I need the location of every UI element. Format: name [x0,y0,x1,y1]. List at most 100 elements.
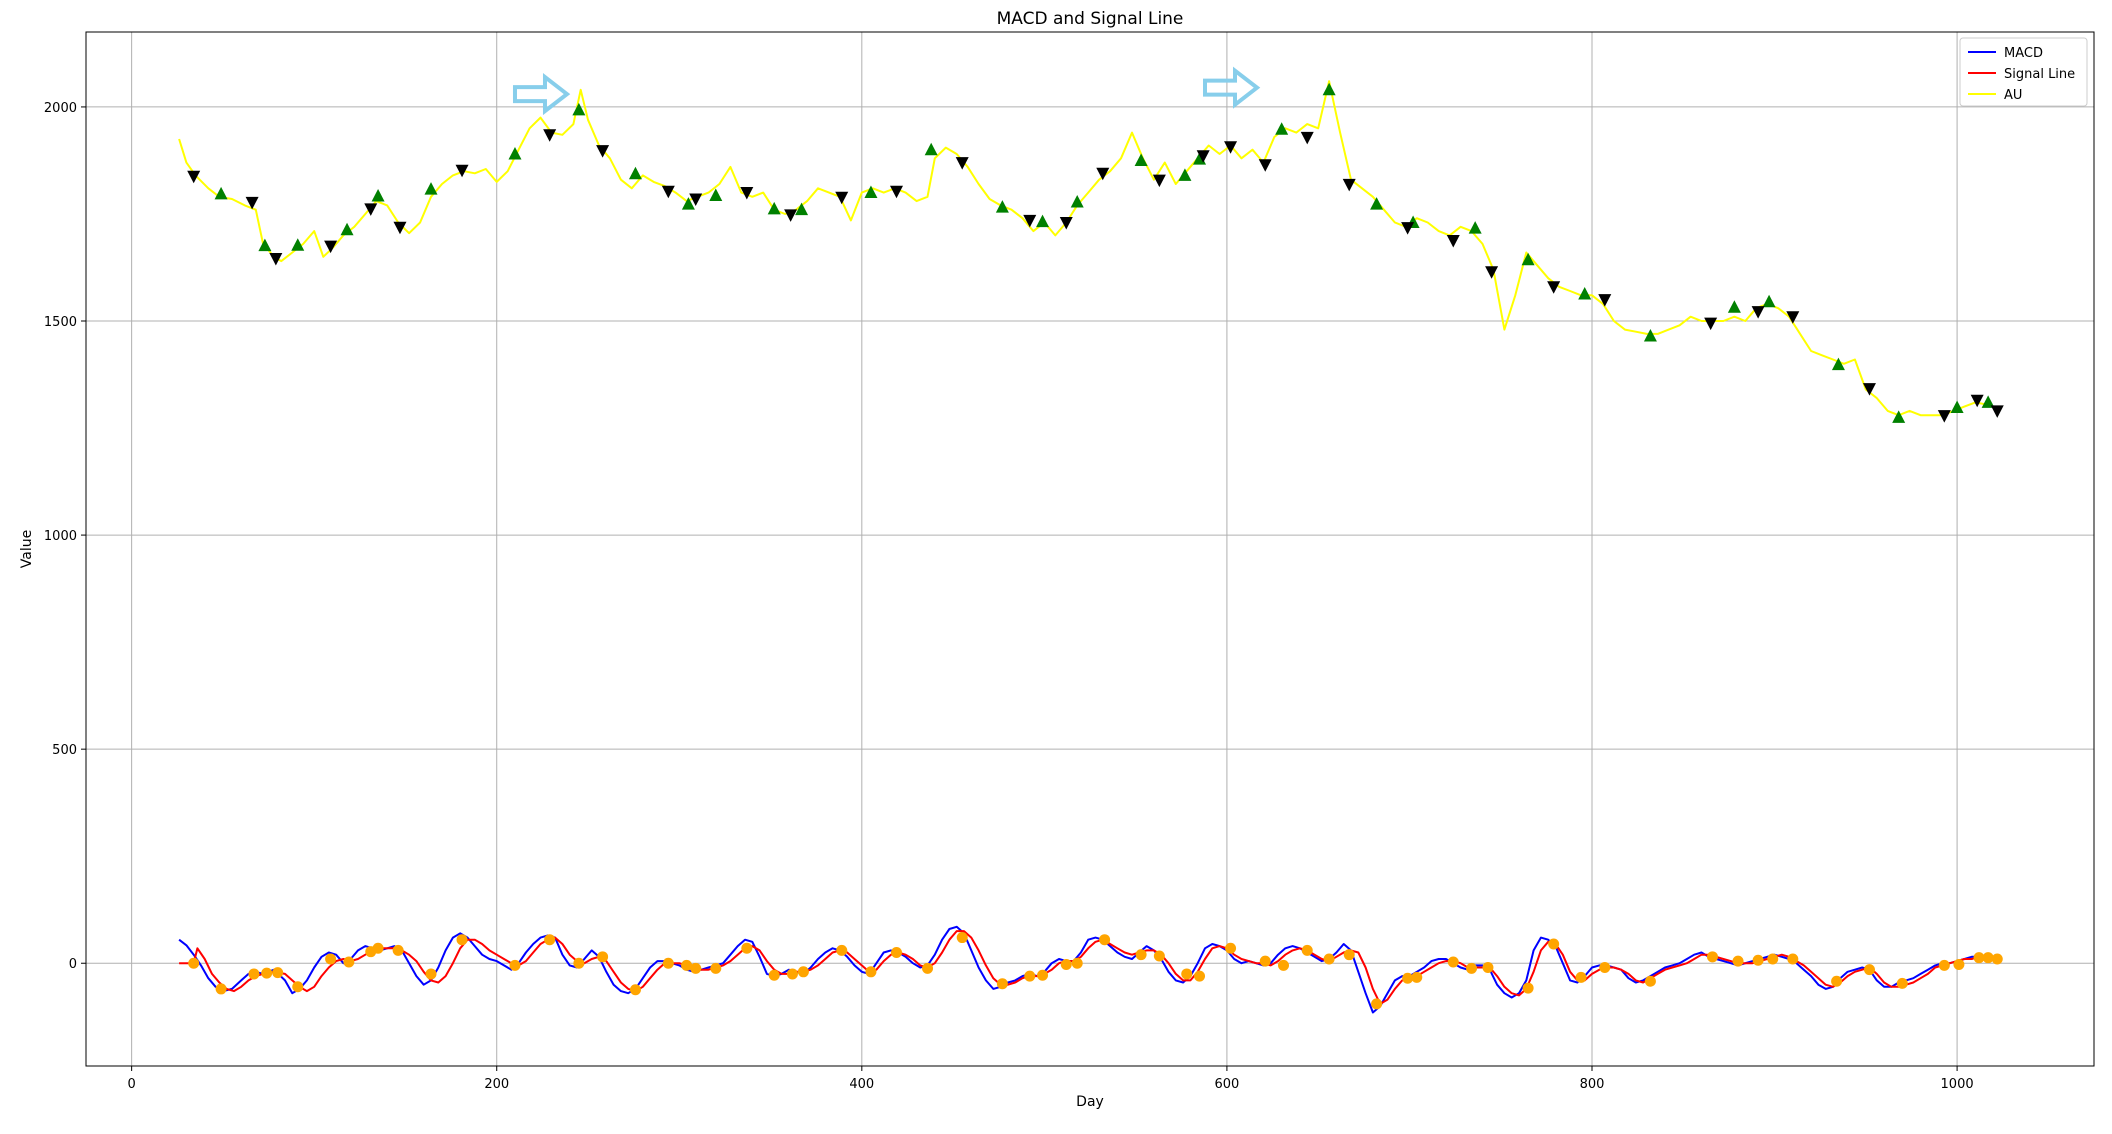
crossover-marker-57 [1644,975,1656,987]
crossover-marker-25 [797,966,809,978]
crossover-marker-17 [629,984,641,996]
crossover-marker-64 [1863,964,1875,976]
crossover-marker-60 [1752,954,1764,966]
crossover-marker-44 [1301,944,1313,956]
series-macd-line [178,925,2002,1014]
crossover-marker-11 [425,968,437,980]
buy-marker-17 [1070,194,1084,208]
buy-marker-16 [1036,214,1050,228]
sell-marker-11 [740,187,754,200]
buy-marker-11 [767,201,781,215]
buy-marker-30 [1762,294,1776,308]
crossover-marker-52 [1482,962,1494,974]
sell-marker-1 [245,196,259,210]
x-tick-label-1: 200 [484,1077,509,1092]
sell-marker-0 [187,170,201,184]
crossover-marker-69 [1982,952,1994,964]
crossover-marker-21 [710,962,722,974]
crossover-marker-9 [372,942,384,954]
crossover-marker-22 [741,942,753,954]
y-tick-label-4: 2000 [44,101,77,116]
buy-marker-4 [371,188,385,202]
crossover-marker-47 [1371,998,1383,1010]
buy-marker-6 [508,147,522,160]
buy-marker-9 [681,197,695,210]
x-tick-label-4: 800 [1580,1077,1605,1092]
crossover-marker-48 [1402,972,1414,984]
crossover-marker-51 [1466,962,1478,974]
crossover-marker-23 [768,969,780,981]
sell-marker-24 [1342,178,1356,192]
sell-marker-18 [1096,167,1110,181]
crossover-marker-59 [1732,955,1744,967]
y-tick-label-2: 1000 [44,529,77,544]
crossover-marker-43 [1277,959,1289,971]
crossover-marker-58 [1706,951,1718,963]
crossover-marker-70 [1991,953,2003,965]
crossover-marker-15 [573,957,585,969]
buy-marker-2 [291,238,305,251]
crossover-marker-38 [1153,950,1165,962]
sell-marker-35 [1970,394,1984,408]
buy-marker-33 [1950,400,1964,413]
buy-marker-0 [214,186,228,200]
buy-marker-10 [709,188,723,202]
crossover-marker-12 [456,934,468,946]
crossover-marker-13 [509,959,521,971]
legend-label-signal-line: Signal Line [2004,67,2075,82]
sell-marker-5 [393,221,407,235]
crossover-marker-50 [1447,956,1459,968]
sell-marker-23 [1300,131,1314,145]
sell-marker-19 [1152,174,1166,188]
buy-marker-13 [864,185,878,199]
crossover-marker-65 [1896,977,1908,989]
x-tick-label-0: 0 [127,1077,135,1092]
crossover-marker-61 [1767,953,1779,965]
sell-marker-14 [890,185,904,199]
sell-marker-9 [661,185,675,199]
chart-title: MACD and Signal Line [997,9,1184,29]
crossover-marker-62 [1787,953,1799,965]
crossover-marker-41 [1225,942,1237,954]
y-tick-label-1: 500 [52,743,77,758]
crossover-marker-18 [662,957,674,969]
buy-marker-29 [1727,300,1741,313]
buy-marker-22 [1322,82,1336,96]
crossover-marker-7 [343,956,355,968]
y-axis-label: Value [19,530,35,568]
crossover-marker-40 [1194,970,1206,982]
buy-marker-23 [1370,197,1384,210]
crossover-marker-63 [1831,975,1843,987]
sell-marker-22 [1258,159,1272,172]
buy-marker-27 [1578,287,1592,300]
legend-box [1959,37,2088,107]
sell-marker-7 [543,129,557,142]
crossover-marker-6 [325,953,337,965]
crossover-marker-54 [1548,938,1560,950]
buy-marker-26 [1521,252,1535,266]
buy-marker-15 [995,200,1009,213]
buy-marker-28 [1643,328,1657,342]
crossover-marker-19 [681,959,693,971]
sell-marker-34 [1937,410,1951,423]
sell-marker-8 [596,145,610,158]
crossover-marker-34 [1060,959,1072,971]
crossover-marker-46 [1343,949,1355,961]
crossover-marker-4 [272,967,284,979]
sell-marker-12 [784,209,798,222]
sell-marker-2 [269,252,283,266]
sell-marker-3 [324,240,338,254]
legend: MACD Signal Line AU [1959,37,2088,107]
sell-marker-25 [1401,222,1415,235]
x-tick-label-2: 400 [849,1077,874,1092]
markers [187,82,2004,1010]
buy-marker-31 [1831,357,1845,371]
crossover-marker-3 [261,967,273,979]
crossover-marker-66 [1938,959,1950,971]
sell-marker-4 [364,203,378,216]
crossover-marker-53 [1522,982,1534,994]
buy-marker-14 [924,142,938,156]
crossover-marker-20 [690,962,702,974]
